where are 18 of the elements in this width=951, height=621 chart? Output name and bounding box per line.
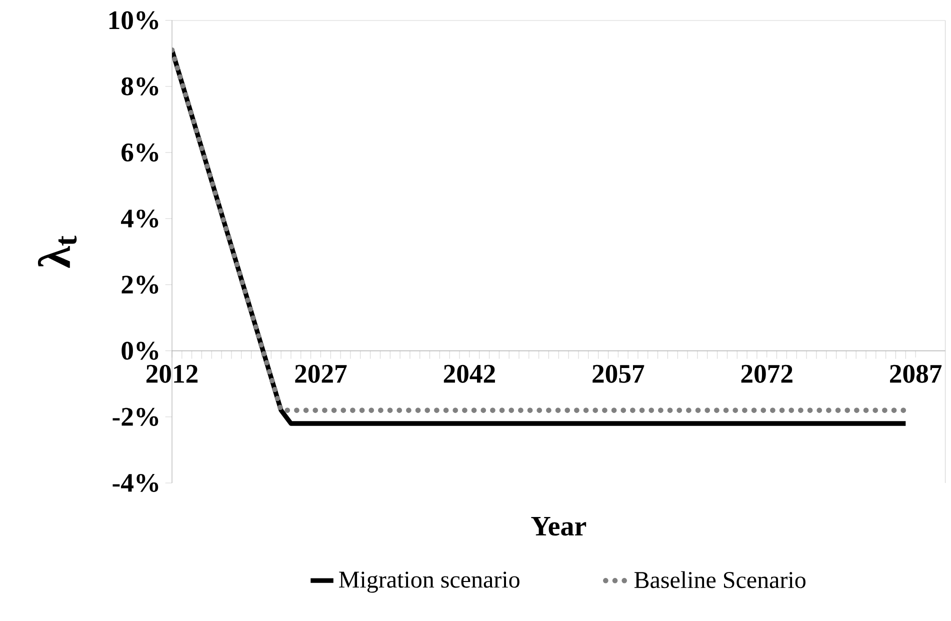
x-tick-label: 2042 (444, 364, 495, 383)
y-tick-label: 10% (109, 11, 158, 30)
y-axis-title: λ$_{t}$ (38, 236, 77, 268)
y-tick-label: 2% (122, 276, 158, 294)
x-tick-label: 2012 (146, 364, 198, 383)
x-tick-label: 2057 (592, 364, 644, 383)
y-tick-label: 4% (120, 210, 158, 228)
x-tick-label: 2087 (890, 364, 942, 383)
y-tick-label: -2% (112, 408, 158, 426)
x-axis-title: Year (531, 517, 586, 536)
x-tick-label: 2027 (295, 364, 347, 383)
y-tick-label: 0% (122, 342, 158, 360)
x-tick-label: 2072 (741, 364, 792, 383)
y-tick-label: 6% (122, 143, 158, 162)
y-tick-label: 8% (122, 77, 158, 96)
legend-label: Baseline Scenario (634, 571, 806, 588)
y-tick-label: -4% (112, 474, 158, 492)
legend-label: Migration scenario (339, 572, 520, 593)
